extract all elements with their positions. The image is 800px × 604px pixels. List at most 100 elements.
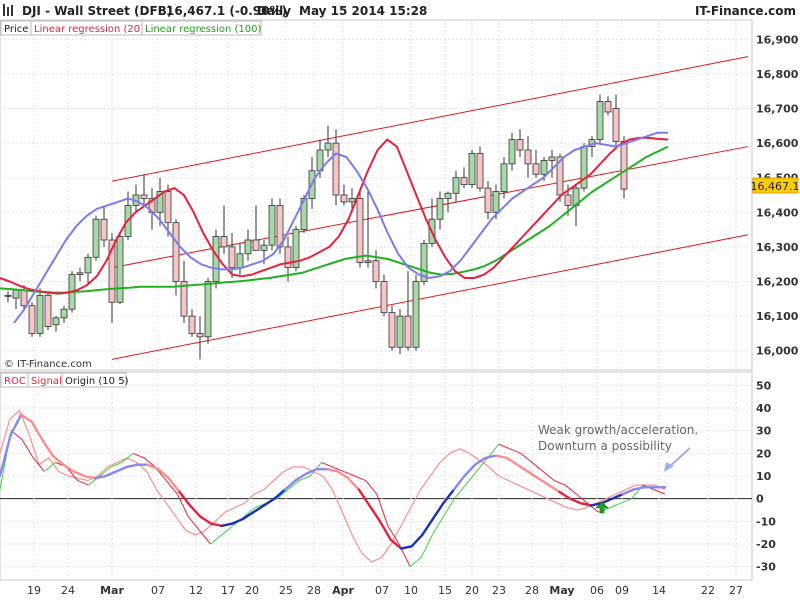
candle-body bbox=[564, 194, 572, 206]
signal-segment bbox=[487, 443, 500, 459]
candle-body bbox=[500, 163, 508, 192]
origin-segment bbox=[283, 479, 297, 491]
candle-body bbox=[276, 204, 284, 248]
origin-segment bbox=[0, 434, 12, 478]
candle-body bbox=[556, 156, 564, 196]
y-tick-label: 16,300 bbox=[756, 241, 799, 254]
candle bbox=[484, 181, 492, 220]
origin-segment bbox=[579, 502, 593, 507]
candle-body bbox=[388, 312, 396, 348]
candle-body bbox=[44, 294, 52, 327]
origin-segment bbox=[452, 474, 466, 491]
y-tick-label: 16,900 bbox=[756, 33, 799, 46]
candle-body bbox=[172, 222, 180, 282]
candle-body bbox=[356, 198, 364, 263]
candle bbox=[388, 305, 396, 351]
candle-body bbox=[244, 239, 252, 255]
origin-segment bbox=[389, 538, 403, 550]
candle-body bbox=[292, 229, 300, 269]
candle-body bbox=[60, 308, 68, 319]
origin-segment bbox=[83, 474, 97, 480]
origin-segment bbox=[72, 470, 86, 478]
origin-segment bbox=[526, 470, 540, 480]
y-tick-label: 40 bbox=[756, 402, 772, 415]
candle-body bbox=[268, 204, 276, 246]
candle-body bbox=[348, 198, 356, 203]
signal-segment bbox=[465, 471, 477, 486]
x-tick-label: 07 bbox=[375, 584, 389, 597]
signal-segment bbox=[110, 461, 123, 468]
candle bbox=[332, 129, 340, 206]
candle bbox=[60, 305, 68, 324]
signal-segment bbox=[276, 489, 289, 500]
price-change: 16,467.1 (-0.90%) bbox=[166, 4, 287, 18]
roc-axis: 50 40 30 20 10 0 -10 -20 -30 bbox=[756, 379, 776, 573]
y-tick-label: -30 bbox=[756, 561, 776, 574]
origin-segment bbox=[19, 413, 33, 423]
candle-body bbox=[76, 272, 84, 275]
signal-segment bbox=[365, 480, 378, 495]
y-tick-label: 16,000 bbox=[756, 345, 799, 358]
y-tick-label: 10 bbox=[756, 470, 772, 483]
smoothed-price-line bbox=[13, 131, 668, 324]
annotation-arrowhead bbox=[664, 462, 674, 472]
candle-body bbox=[36, 294, 44, 334]
origin-segment bbox=[589, 502, 603, 507]
annotation-arrow bbox=[667, 447, 691, 469]
watermark: © IT-Finance.com bbox=[4, 359, 92, 370]
signal-segment bbox=[21, 439, 34, 459]
signal-segment bbox=[243, 507, 256, 518]
origin-segment bbox=[157, 468, 171, 480]
signal-segment bbox=[564, 484, 577, 495]
origin-segment bbox=[505, 456, 519, 466]
signal-segment bbox=[376, 493, 389, 527]
origin-segment bbox=[484, 454, 498, 460]
signal-segment bbox=[199, 530, 211, 545]
candle-body bbox=[436, 198, 444, 220]
signal-segment bbox=[431, 516, 444, 536]
candle-body bbox=[596, 101, 604, 141]
signal-segment bbox=[420, 534, 433, 558]
signal-segment bbox=[476, 457, 489, 472]
price-panel bbox=[0, 19, 753, 371]
origin-segment bbox=[537, 477, 551, 487]
candle bbox=[100, 205, 108, 247]
candle bbox=[172, 219, 180, 296]
x-tick-label: May bbox=[549, 584, 574, 597]
origin-segment bbox=[473, 456, 487, 466]
legend-reg20: Linear regression (20) bbox=[34, 24, 144, 35]
x-tick-label: 12 bbox=[189, 584, 203, 597]
origin-segment bbox=[93, 474, 107, 480]
candle bbox=[28, 302, 36, 337]
annotation: Weak growth/acceleration. Downturn a pos… bbox=[538, 423, 698, 453]
legend-origin: Origin (10 5) bbox=[65, 376, 129, 387]
origin-segment bbox=[146, 463, 160, 471]
signal-segment bbox=[498, 443, 511, 450]
origin-segment bbox=[494, 454, 508, 460]
candle bbox=[220, 205, 228, 254]
signal-segment bbox=[132, 452, 145, 459]
linear-regression-20-line bbox=[0, 136, 669, 295]
candle-body bbox=[612, 108, 620, 142]
signal-segment bbox=[44, 462, 56, 472]
y-tick-label: 30 bbox=[756, 425, 772, 438]
y-tick-label: 16,800 bbox=[756, 68, 799, 81]
y-tick-label: 20 bbox=[756, 447, 772, 460]
candle bbox=[4, 291, 12, 303]
legend-bottom: ROC Signal Origin (10 5) bbox=[0, 372, 129, 388]
candle-body bbox=[340, 194, 348, 203]
candle bbox=[452, 170, 460, 202]
candle bbox=[444, 191, 452, 213]
origin-segment bbox=[62, 463, 76, 473]
candle bbox=[44, 291, 52, 330]
candle-body bbox=[420, 243, 428, 282]
candle-body bbox=[28, 305, 36, 334]
x-tick-label: 20 bbox=[245, 584, 259, 597]
signal-segment bbox=[165, 480, 178, 495]
candle-body bbox=[484, 187, 492, 213]
candle bbox=[156, 177, 164, 227]
x-tick-label: 24 bbox=[61, 584, 75, 597]
instrument-title: DJI - Wall Street (DFB) bbox=[22, 4, 172, 18]
candle-body bbox=[180, 281, 188, 317]
price-axis: 16,00016,10016,20016,30016,40016,50016,6… bbox=[756, 33, 799, 357]
